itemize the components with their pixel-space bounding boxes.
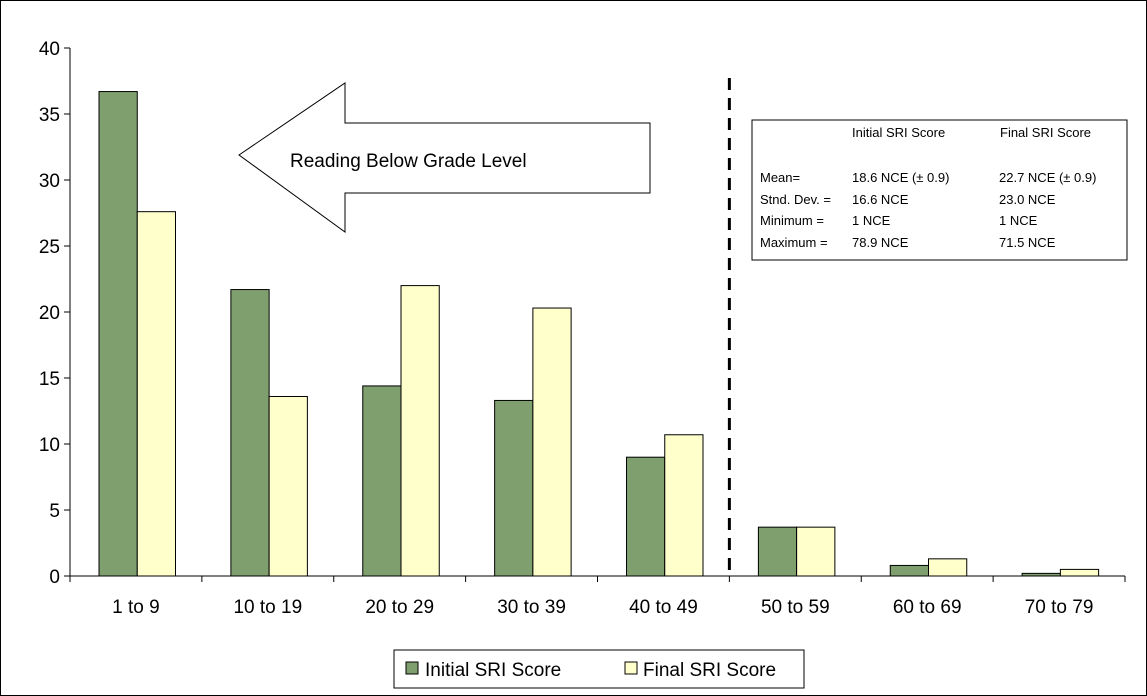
bar-final xyxy=(796,526,836,577)
legend-swatch-final xyxy=(624,661,638,675)
y-tick-label: 5 xyxy=(49,501,60,522)
y-tick-label: 10 xyxy=(39,435,60,456)
bar-initial xyxy=(1021,572,1061,577)
stats-box: Initial SRI Score Final SRI Score Mean= … xyxy=(751,119,1128,261)
bar-initial xyxy=(889,564,930,577)
bar-initial xyxy=(757,526,798,577)
bar-initial xyxy=(494,399,534,577)
bar-initial xyxy=(362,385,402,577)
stats-row-final: 1 NCE xyxy=(999,213,1038,228)
stats-row-initial: 1 NCE xyxy=(852,213,891,228)
stats-row-label: Stnd. Dev. = xyxy=(760,192,831,207)
bar-final xyxy=(136,211,177,577)
bars-group xyxy=(98,91,1100,577)
bar-final xyxy=(664,434,704,577)
stats-row-final: 71.5 NCE xyxy=(999,235,1056,250)
y-tick-label: 20 xyxy=(39,303,60,324)
bar-initial xyxy=(230,289,270,577)
stats-row-initial: 18.6 NCE (± 0.9) xyxy=(852,170,949,185)
x-tick-label: 30 to 39 xyxy=(497,597,566,618)
x-tick-label: 70 to 79 xyxy=(1025,597,1094,618)
legend-border xyxy=(393,649,805,689)
reading-below-grade-arrow: Reading Below Grade Level xyxy=(238,82,651,233)
y-tick-label: 15 xyxy=(39,369,60,390)
x-axis-ticks: 1 to 9 10 to 19 20 to 29 30 to 39 40 to 49 50… xyxy=(69,576,1126,618)
stats-row-label: Minimum = xyxy=(760,213,824,228)
legend-swatch-initial xyxy=(405,661,419,675)
legend: Initial SRI Score Final SRI Score xyxy=(393,649,805,689)
stats-row-label: Mean= xyxy=(760,170,800,185)
stats-row-initial: 16.6 NCE xyxy=(852,192,909,207)
bar-final xyxy=(268,395,308,577)
stats-row-label: Maximum = xyxy=(760,235,828,250)
stats-row-initial: 78.9 NCE xyxy=(852,235,909,250)
arrow-shape xyxy=(238,82,651,233)
y-tick-label: 25 xyxy=(39,237,60,258)
x-tick-label: 60 to 69 xyxy=(893,597,962,618)
y-tick-label: 35 xyxy=(39,105,60,126)
y-tick-label: 30 xyxy=(39,171,60,192)
bar-initial xyxy=(98,91,138,577)
bar-final xyxy=(532,307,572,577)
stats-row-final: 23.0 NCE xyxy=(999,192,1056,207)
y-tick-label: 0 xyxy=(49,567,60,588)
stats-header-initial: Initial SRI Score xyxy=(852,125,945,140)
bar-final xyxy=(1059,568,1100,577)
x-tick-label: 10 to 19 xyxy=(233,597,302,618)
x-tick-label: 40 to 49 xyxy=(629,597,698,618)
stats-header-final: Final SRI Score xyxy=(1000,125,1091,140)
stats-row-final: 22.7 NCE (± 0.9) xyxy=(999,170,1096,185)
stats-box-border xyxy=(751,119,1128,261)
y-axis-ticks: 0 5 10 15 20 25 30 35 40 xyxy=(39,39,70,588)
bar-initial xyxy=(626,456,666,577)
legend-label-final: Final SRI Score xyxy=(643,660,776,681)
legend-label-initial: Initial SRI Score xyxy=(425,660,561,681)
arrow-label: Reading Below Grade Level xyxy=(290,151,527,172)
x-tick-label: 50 to 59 xyxy=(761,597,830,618)
x-tick-label: 20 to 29 xyxy=(365,597,434,618)
y-tick-label: 40 xyxy=(39,39,60,60)
x-tick-label: 1 to 9 xyxy=(112,597,160,618)
bar-final xyxy=(928,558,968,577)
bar-final xyxy=(400,285,440,577)
